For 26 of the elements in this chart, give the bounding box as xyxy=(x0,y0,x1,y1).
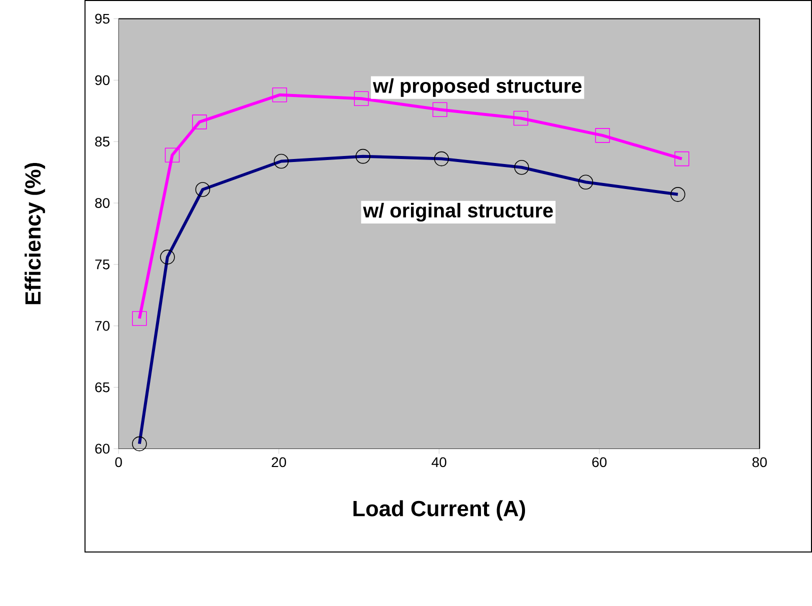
point xyxy=(164,148,180,162)
point xyxy=(272,88,288,102)
y-tick-label: 85 xyxy=(95,136,110,147)
point xyxy=(354,91,369,106)
y-tick-label: 80 xyxy=(95,198,110,208)
series-label: w/ original structure xyxy=(363,202,553,222)
x-axis-title: Load Current (A) xyxy=(354,500,526,521)
x-tick-label: 60 xyxy=(592,457,607,468)
y-tick-label: 90 xyxy=(95,75,110,86)
point xyxy=(595,128,610,143)
y-axis-title: Efficiency (%) xyxy=(24,162,46,304)
x-tick-label: 0 xyxy=(115,457,122,468)
point xyxy=(674,151,690,166)
series-label: w/ proposed structure xyxy=(372,78,582,97)
y-tick-label: 75 xyxy=(95,260,110,270)
y-tick-label: 70 xyxy=(95,320,110,331)
point xyxy=(192,114,207,130)
point xyxy=(132,311,147,326)
point xyxy=(513,110,528,126)
y-tick-label: 65 xyxy=(95,382,110,392)
point xyxy=(432,102,448,118)
y-tick-label: 95 xyxy=(95,14,110,24)
x-tick-label: 40 xyxy=(432,457,446,468)
y-tick-label: 60 xyxy=(95,444,110,454)
x-tick-label: 20 xyxy=(272,457,286,468)
x-tick-label: 80 xyxy=(752,457,767,468)
